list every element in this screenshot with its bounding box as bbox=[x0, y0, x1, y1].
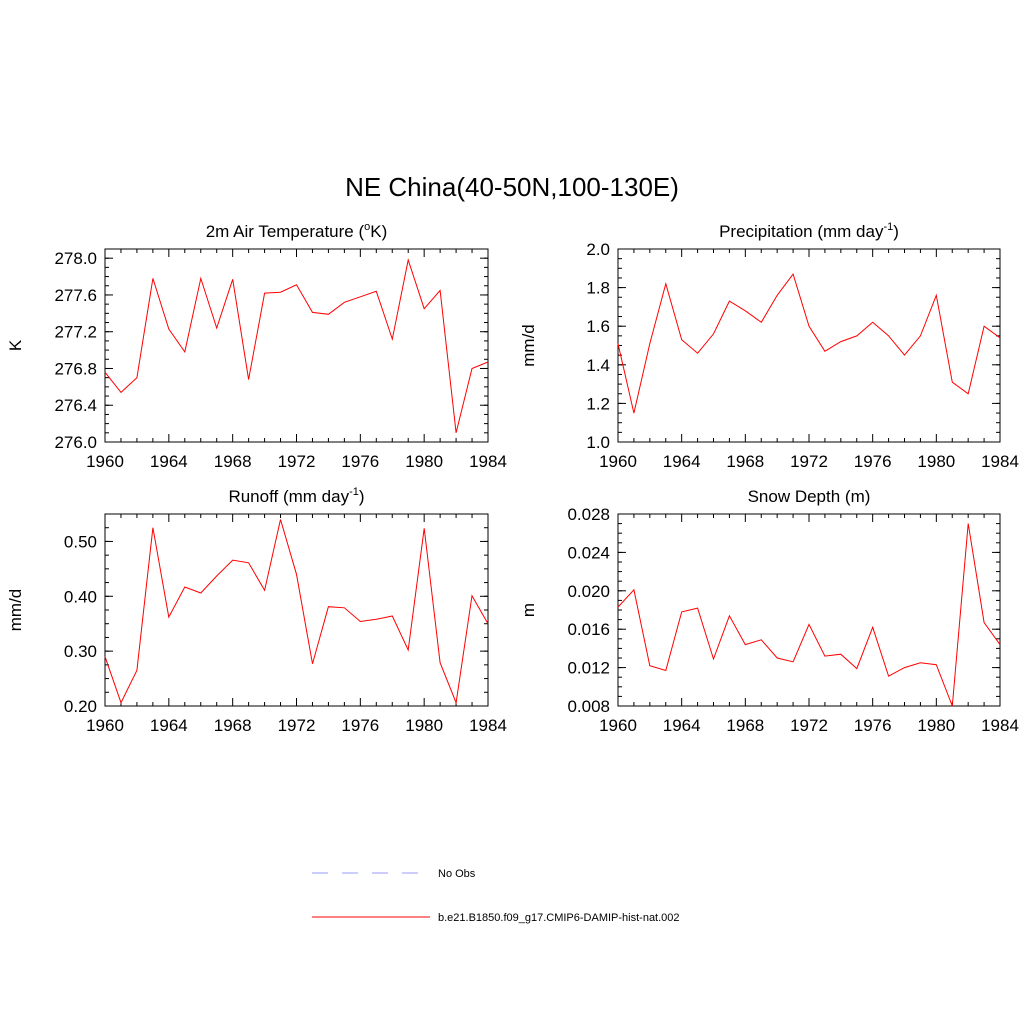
panel-precipitation: Precipitation (mm day-1) mm/d 1960 1964 1968… bbox=[519, 221, 1019, 471]
x-tick-label: 1960 bbox=[86, 716, 124, 735]
panel-snow-depth: Snow Depth (m) m 1960 1964 1968 1972 1976 1980 1… bbox=[519, 487, 1019, 735]
plot-frame bbox=[617, 248, 1001, 443]
x-tick-label: 1960 bbox=[599, 452, 637, 471]
y-tick-label: 2.0 bbox=[586, 240, 610, 259]
x-tick-label: 1968 bbox=[726, 716, 764, 735]
panel-runoff: Runoff (mm day-1) mm/d 1960 1964 1968 1972 197… bbox=[6, 486, 507, 735]
x-tick-label: 1964 bbox=[663, 716, 701, 735]
plot-frame bbox=[104, 248, 489, 443]
series-line-snow-depth bbox=[617, 523, 1001, 707]
x-tick-label: 1964 bbox=[663, 452, 701, 471]
series-line-air-temperature bbox=[104, 258, 489, 433]
x-tick-label: 1980 bbox=[917, 716, 955, 735]
x-tick-label: 1964 bbox=[150, 716, 188, 735]
legend-label-model: b.e21.B1850.f09_g17.CMIP6-DAMIP-hist-nat… bbox=[438, 912, 680, 924]
y-tick-label: 0.028 bbox=[567, 505, 610, 524]
x-tick-label: 1976 bbox=[854, 716, 892, 735]
x-tick-label: 1976 bbox=[854, 452, 892, 471]
y-axis-label: mm/d bbox=[6, 589, 25, 632]
figure-title: NE China(40-50N,100-130E) bbox=[345, 172, 679, 202]
x-tick-label: 1980 bbox=[917, 452, 955, 471]
plot-frame bbox=[104, 513, 489, 707]
x-tick-label: 1972 bbox=[790, 452, 828, 471]
panel-title: Precipitation (mm day-1) bbox=[719, 221, 899, 241]
x-tick-label: 1984 bbox=[981, 452, 1019, 471]
x-tick-label: 1972 bbox=[790, 716, 828, 735]
x-tick-label: 1980 bbox=[405, 452, 443, 471]
y-tick-label: 1.4 bbox=[586, 356, 610, 375]
y-axis-label: K bbox=[6, 339, 25, 351]
y-tick-label: 0.50 bbox=[64, 532, 97, 551]
legend-label-no-obs: No Obs bbox=[438, 868, 476, 880]
legend: No Obs b.e21.B1850.f09_g17.CMIP6-DAMIP-h… bbox=[312, 868, 680, 924]
y-axis-label: mm/d bbox=[519, 324, 538, 367]
y-axis-label: m bbox=[519, 603, 538, 617]
series-line-runoff bbox=[104, 519, 489, 705]
y-tick-label: 276.0 bbox=[54, 433, 97, 452]
y-tick-label: 1.8 bbox=[586, 279, 610, 298]
panel-title: Runoff (mm day-1) bbox=[228, 486, 364, 506]
y-tick-label: 0.20 bbox=[64, 697, 97, 716]
x-tick-label: 1960 bbox=[86, 452, 124, 471]
x-tick-label: 1984 bbox=[981, 716, 1019, 735]
y-tick-label: 1.2 bbox=[586, 394, 610, 413]
y-tick-label: 0.024 bbox=[567, 543, 610, 562]
y-tick-label: 276.4 bbox=[54, 396, 97, 415]
y-tick-label: 1.0 bbox=[586, 433, 610, 452]
panel-title: Snow Depth (m) bbox=[748, 487, 871, 506]
plot-frame bbox=[617, 513, 1001, 707]
panel-title: 2m Air Temperature (oK) bbox=[206, 221, 388, 241]
x-tick-label: 1968 bbox=[214, 452, 252, 471]
x-tick-label: 1984 bbox=[469, 716, 507, 735]
y-tick-label: 0.016 bbox=[567, 620, 610, 639]
x-tick-label: 1968 bbox=[214, 716, 252, 735]
y-tick-label: 0.012 bbox=[567, 659, 610, 678]
series-line-precipitation bbox=[617, 273, 1001, 414]
y-tick-label: 0.30 bbox=[64, 642, 97, 661]
x-tick-label: 1972 bbox=[278, 452, 316, 471]
y-tick-label: 276.8 bbox=[54, 359, 97, 378]
x-tick-label: 1968 bbox=[726, 452, 764, 471]
x-tick-label: 1984 bbox=[469, 452, 507, 471]
y-tick-label: 277.2 bbox=[54, 323, 97, 342]
panels: 2m Air Temperature (oK) K 1960 1964 1968 1972… bbox=[6, 221, 1019, 735]
y-tick-label: 277.6 bbox=[54, 286, 97, 305]
y-tick-label: 278.0 bbox=[54, 249, 97, 268]
y-tick-label: 0.008 bbox=[567, 697, 610, 716]
x-tick-label: 1980 bbox=[405, 716, 443, 735]
x-tick-label: 1960 bbox=[599, 716, 637, 735]
x-tick-label: 1976 bbox=[341, 716, 379, 735]
panel-air-temperature: 2m Air Temperature (oK) K 1960 1964 1968 1972… bbox=[6, 221, 507, 471]
y-tick-label: 0.40 bbox=[64, 587, 97, 606]
x-tick-label: 1972 bbox=[278, 716, 316, 735]
x-tick-label: 1976 bbox=[341, 452, 379, 471]
y-tick-label: 1.6 bbox=[586, 317, 610, 336]
x-tick-label: 1964 bbox=[150, 452, 188, 471]
y-tick-label: 0.020 bbox=[567, 582, 610, 601]
